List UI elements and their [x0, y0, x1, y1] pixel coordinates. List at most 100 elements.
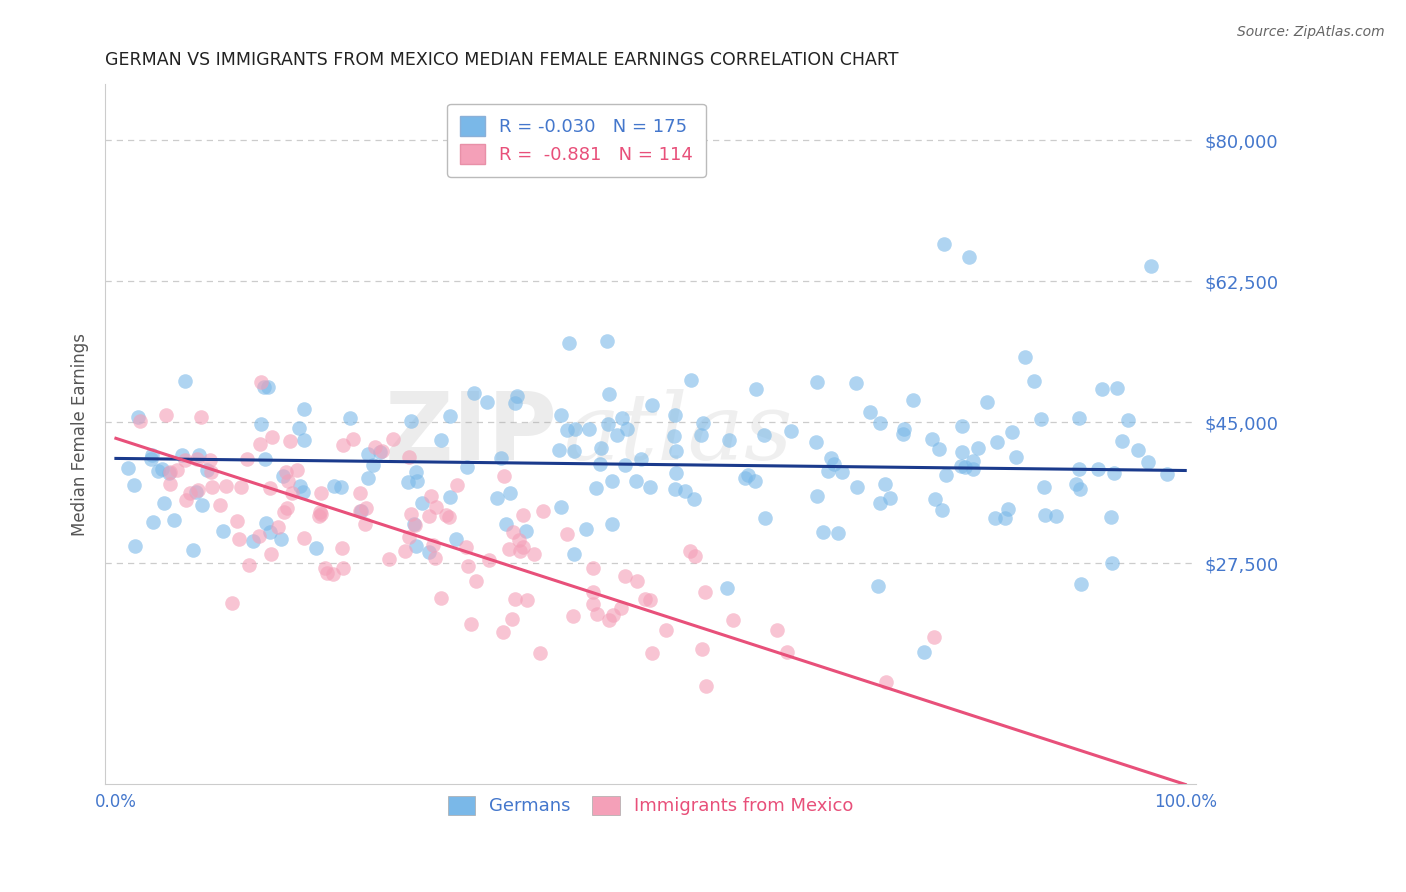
Point [1033, 508, 1056, 522]
Point [695, 679, 717, 693]
Point [330, 479, 353, 493]
Point [405, 539, 427, 553]
Point [489, 451, 512, 466]
Point [734, 471, 756, 485]
Point [357, 447, 380, 461]
Point [425, 500, 447, 514]
Point [422, 538, 444, 552]
Point [309, 505, 332, 519]
Point [353, 516, 375, 531]
Point [457, 559, 479, 574]
Point [976, 395, 998, 409]
Point [308, 508, 330, 523]
Point [148, 464, 170, 478]
Point [259, 481, 281, 495]
Point [624, 475, 647, 489]
Point [260, 547, 283, 561]
Point [879, 491, 901, 505]
Point [141, 448, 163, 462]
Point [585, 481, 607, 495]
Point [406, 475, 429, 489]
Point [1024, 375, 1046, 389]
Point [291, 484, 314, 499]
Point [238, 558, 260, 572]
Point [655, 624, 678, 638]
Point [531, 504, 554, 518]
Point [950, 444, 973, 458]
Point [208, 499, 231, 513]
Point [1105, 381, 1128, 395]
Point [962, 454, 984, 468]
Point [662, 428, 685, 442]
Point [804, 434, 827, 449]
Point [745, 382, 768, 396]
Point [249, 437, 271, 451]
Point [394, 544, 416, 558]
Point [456, 459, 478, 474]
Point [955, 460, 977, 475]
Point [402, 517, 425, 532]
Point [273, 505, 295, 519]
Point [253, 380, 276, 394]
Point [679, 373, 702, 387]
Point [339, 411, 361, 425]
Point [967, 441, 990, 455]
Point [693, 584, 716, 599]
Point [1126, 442, 1149, 457]
Point [766, 624, 789, 638]
Point [845, 480, 868, 494]
Point [737, 467, 759, 482]
Point [673, 484, 696, 499]
Point [932, 236, 955, 251]
Point [292, 433, 315, 447]
Point [195, 463, 218, 477]
Point [454, 540, 477, 554]
Point [236, 452, 259, 467]
Point [775, 645, 797, 659]
Point [285, 463, 308, 477]
Point [396, 475, 419, 490]
Point [378, 552, 401, 566]
Point [1069, 411, 1091, 425]
Point [921, 432, 943, 446]
Point [586, 607, 609, 622]
Point [139, 452, 162, 467]
Point [718, 433, 741, 447]
Point [349, 485, 371, 500]
Point [806, 375, 828, 389]
Point [868, 579, 890, 593]
Point [609, 601, 631, 615]
Point [274, 465, 297, 479]
Point [446, 478, 468, 492]
Point [444, 532, 467, 546]
Point [875, 674, 897, 689]
Point [129, 414, 152, 428]
Point [503, 591, 526, 606]
Point [460, 617, 482, 632]
Point [1001, 425, 1024, 439]
Point [869, 417, 891, 431]
Point [228, 532, 250, 546]
Point [683, 492, 706, 507]
Point [506, 388, 529, 402]
Point [562, 609, 585, 624]
Point [869, 496, 891, 510]
Point [509, 544, 531, 558]
Point [368, 444, 391, 458]
Point [127, 409, 149, 424]
Point [173, 374, 195, 388]
Point [411, 495, 433, 509]
Point [891, 426, 914, 441]
Point [1029, 412, 1052, 426]
Point [231, 480, 253, 494]
Point [664, 482, 686, 496]
Point [817, 464, 839, 478]
Point [638, 593, 661, 607]
Point [198, 453, 221, 467]
Point [498, 542, 520, 557]
Point [503, 396, 526, 410]
Point [1116, 413, 1139, 427]
Point [292, 402, 315, 417]
Point [950, 419, 973, 434]
Point [501, 612, 523, 626]
